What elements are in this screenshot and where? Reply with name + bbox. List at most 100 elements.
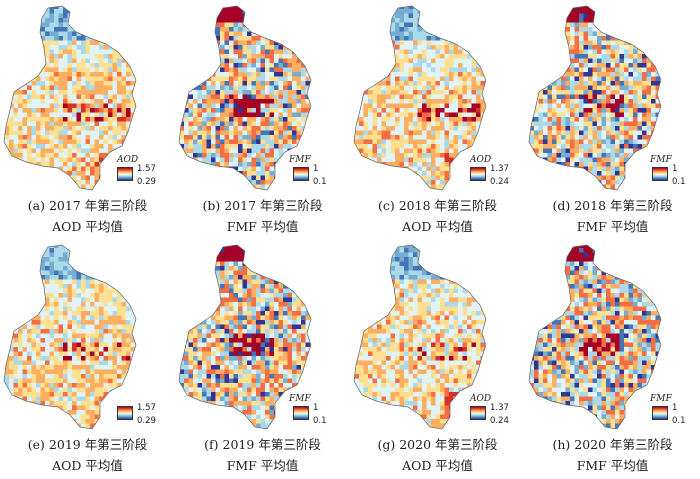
map-cell <box>215 126 221 131</box>
map-cell <box>135 117 136 122</box>
map-cell <box>610 108 616 113</box>
map-cell <box>413 130 418 136</box>
map-cell <box>372 166 378 172</box>
map-cell <box>283 148 288 154</box>
map-cell <box>9 175 14 181</box>
map-cell <box>94 63 100 68</box>
map-cell <box>251 157 257 163</box>
map-cell <box>9 45 14 50</box>
map-cell <box>556 112 562 118</box>
map-cell <box>435 36 441 41</box>
map-cell <box>274 22 279 28</box>
map-cell <box>359 40 364 46</box>
map-cell <box>179 67 180 73</box>
map-cell <box>40 99 46 104</box>
map-cell <box>108 85 113 91</box>
map-cell <box>63 108 68 113</box>
map-cell <box>404 153 409 158</box>
map-cell <box>220 22 225 28</box>
map-cell <box>193 6 198 10</box>
map-cell <box>529 13 530 19</box>
map-cell <box>278 144 284 149</box>
map-cell <box>372 49 378 55</box>
map-cell <box>193 153 198 158</box>
map-cell <box>529 112 530 118</box>
map-cell <box>651 112 656 118</box>
map-cell <box>49 72 55 77</box>
map-cell <box>377 72 382 77</box>
map-cell <box>179 99 180 104</box>
map-cell <box>570 13 575 19</box>
map-cell <box>315 135 320 140</box>
map-cell <box>579 40 584 46</box>
map-cell <box>390 85 396 91</box>
map-cell <box>135 189 136 190</box>
map-cell <box>480 184 486 190</box>
map-cell <box>552 22 557 28</box>
map-cell <box>315 158 320 163</box>
map-cell <box>377 49 382 55</box>
map-cell <box>58 18 64 23</box>
map-cell <box>179 180 180 185</box>
map-cell <box>117 108 122 113</box>
map-cell <box>180 0 185 5</box>
map-cell <box>265 81 270 86</box>
map-cell <box>444 189 450 190</box>
map-cell <box>94 85 100 91</box>
map-cell <box>556 13 562 19</box>
map-cell <box>404 94 409 100</box>
map-cell <box>251 180 257 185</box>
map-cell <box>130 63 136 68</box>
map-cell <box>413 13 418 19</box>
map-cell <box>36 148 41 154</box>
map-cell <box>67 108 73 113</box>
map-cell <box>399 117 405 122</box>
map-cell <box>485 6 486 10</box>
map-cell <box>453 18 459 23</box>
map-cell <box>485 117 486 122</box>
map-cell <box>94 27 100 32</box>
map-boundary <box>353 5 487 191</box>
map-cell <box>363 121 369 127</box>
map-cell <box>202 81 207 86</box>
map-cell <box>40 117 46 122</box>
map-cell <box>233 63 239 68</box>
map-cell <box>597 36 602 41</box>
map-cell <box>67 67 73 73</box>
map-cell <box>211 112 216 118</box>
map-cell <box>467 121 472 127</box>
map-cell <box>529 9 535 14</box>
map-cell <box>76 103 82 109</box>
map-cell <box>354 9 360 14</box>
map-cell <box>94 171 100 176</box>
map-cell <box>242 72 248 77</box>
map-cell <box>211 18 216 23</box>
map-cell <box>242 76 248 82</box>
map-cell <box>354 175 360 181</box>
map-cell <box>624 31 629 37</box>
map-cell <box>188 99 194 104</box>
map-cell <box>547 54 553 59</box>
map-cell <box>476 0 481 5</box>
map-cell <box>90 85 95 91</box>
map-cell <box>31 13 37 19</box>
map-cell <box>193 175 198 181</box>
map-cell <box>390 139 396 145</box>
map-cell <box>422 94 427 100</box>
map-cell <box>13 67 19 73</box>
map-cell <box>471 90 477 95</box>
map-cell <box>215 117 221 122</box>
legend-min: 0.29 <box>137 177 156 187</box>
map-cell <box>665 68 670 73</box>
map-cell <box>211 139 216 145</box>
map-cell <box>354 130 360 136</box>
map-cell <box>215 135 221 140</box>
map-cell <box>435 99 441 104</box>
map-cell <box>63 184 68 190</box>
map-cell <box>224 81 230 86</box>
map-cell <box>467 6 472 10</box>
map-cell <box>292 81 297 86</box>
map-cell <box>67 103 73 109</box>
map-cell <box>22 40 28 46</box>
map-cell <box>422 130 427 136</box>
